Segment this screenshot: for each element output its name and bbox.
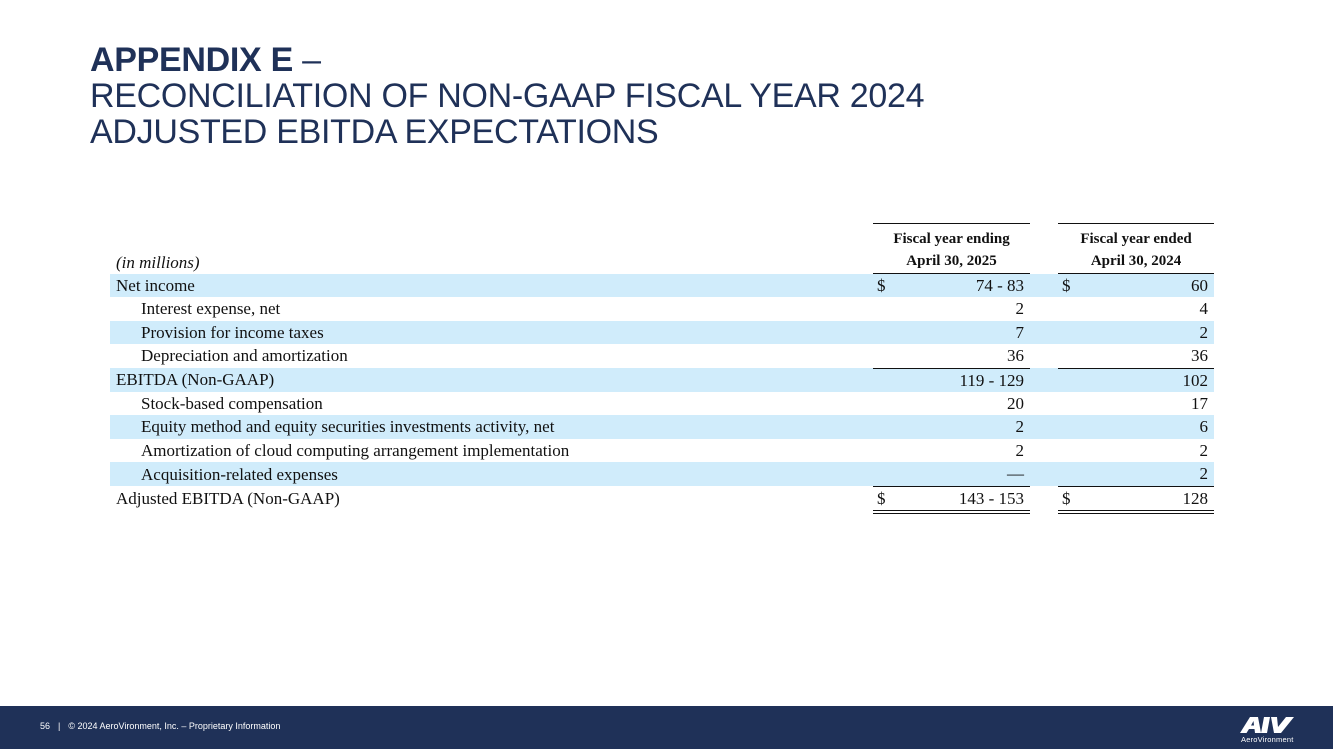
row-pri-value: 6 [1080, 415, 1215, 439]
row-cur-symbol [873, 297, 895, 320]
row-cur-symbol [873, 462, 895, 487]
header-prior-line1: Fiscal year ended [1080, 231, 1192, 247]
row-pri-value: 60 [1080, 274, 1215, 298]
header-prior-line2: April 30, 2024 [1090, 253, 1182, 269]
page-number: 56 [40, 721, 51, 731]
title-appendix: APPENDIX E [90, 41, 293, 79]
title-line-1: APPENDIX E – [90, 42, 1190, 78]
table-row: Equity method and equity securities inve… [110, 415, 1215, 439]
table-row: Net income $ 74 - 83 $ 60 [110, 274, 1215, 298]
row-label: Depreciation and amortization [141, 346, 348, 366]
row-pri-symbol: $ [1058, 274, 1081, 298]
reconciliation-table: (in millions) Fiscal year ending April 30… [110, 223, 1215, 515]
copyright-text: © 2024 AeroVironment, Inc. – Proprietary… [68, 721, 281, 731]
row-cur-value: 119 - 129 [895, 368, 1031, 393]
row-cur-symbol [873, 368, 895, 393]
row-pri-symbol [1058, 297, 1080, 320]
row-label: EBITDA (Non-GAAP) [110, 368, 873, 393]
row-label: Adjusted EBITDA (Non-GAAP) [116, 489, 340, 509]
title-line-2: RECONCILIATION OF NON-GAAP FISCAL YEAR 2… [90, 77, 925, 115]
table-row: Adjusted EBITDA (Non-GAAP) $ 143 - 153 $… [110, 486, 1215, 515]
header-prior-year: Fiscal year ended April 30, 2024 [1058, 223, 1215, 274]
row-pri-value: 2 [1080, 462, 1215, 487]
row-cur-value: — [895, 462, 1031, 487]
row-pri-value: 17 [1191, 394, 1209, 414]
row-pri-symbol: $ [1058, 486, 1081, 515]
table-row: Interest expense, net 2 4 [110, 297, 1214, 320]
row-pri-symbol [1058, 415, 1081, 439]
row-label: Provision for income taxes [110, 320, 873, 345]
row-cur-symbol [873, 392, 895, 415]
header-current-line2: April 30, 2025 [906, 253, 997, 269]
row-label: Interest expense, net [141, 299, 281, 319]
row-cur-value: 74 - 83 [895, 274, 1031, 298]
slide-title: APPENDIX E – RECONCILIATION OF NON-GAAP … [90, 42, 1190, 150]
table-row: EBITDA (Non-GAAP) 119 - 129 102 [110, 368, 1215, 393]
row-pri-symbol [1058, 344, 1081, 369]
header-current-year: Fiscal year ending April 30, 2025 [873, 223, 1031, 274]
row-label: Stock-based compensation [141, 394, 323, 414]
row-cur-value: 7 [895, 320, 1031, 345]
header-current-line1: Fiscal year ending [893, 231, 1010, 247]
title-dash: – [292, 41, 321, 79]
row-label: Net income [110, 274, 873, 298]
row-pri-value: 2 [1080, 320, 1215, 345]
row-cur-symbol [873, 439, 895, 462]
row-pri-symbol [1058, 439, 1080, 462]
row-pri-value: 36 [1080, 344, 1215, 369]
row-cur-value: 20 [1007, 394, 1025, 414]
row-pri-value: 2 [1199, 440, 1209, 460]
footer-text: 56 | © 2024 AeroVironment, Inc. – Propriet… [40, 721, 280, 731]
row-cur-symbol [873, 415, 895, 439]
row-cur-value: 2 [895, 415, 1031, 439]
table-row: Stock-based compensation 20 17 [110, 392, 1214, 415]
footer-bar: 56 | © 2024 AeroVironment, Inc. – Propriet… [0, 706, 1333, 749]
row-label: Equity method and equity securities inve… [110, 415, 873, 439]
row-cur-value: 2 [1015, 299, 1025, 319]
table-row: Depreciation and amortization 36 36 [110, 344, 1215, 369]
table-row: Provision for income taxes 7 2 [110, 320, 1215, 345]
table-row: Acquisition-related expenses — 2 [110, 462, 1215, 487]
row-cur-value: 36 [895, 344, 1031, 369]
row-cur-symbol [873, 320, 895, 345]
row-pri-symbol [1058, 392, 1080, 415]
row-label: Amortization of cloud computing arrangem… [141, 440, 570, 460]
row-cur-symbol: $ [873, 486, 895, 515]
row-pri-value: 4 [1199, 299, 1209, 319]
row-cur-value: 2 [1015, 440, 1025, 460]
row-pri-symbol [1058, 320, 1081, 345]
table-header: (in millions) Fiscal year ending April 30… [110, 223, 1215, 274]
table-row: Amortization of cloud computing arrangem… [110, 439, 1214, 462]
row-cur-value: 143 - 153 [895, 486, 1031, 515]
title-line-3: ADJUSTED EBITDA EXPECTATIONS [90, 113, 659, 151]
row-cur-symbol [873, 344, 895, 369]
row-cur-symbol: $ [873, 274, 895, 298]
row-label: Acquisition-related expenses [110, 462, 873, 487]
aerovironment-logo-icon [1240, 717, 1294, 733]
row-pri-symbol [1058, 368, 1081, 393]
unit-label: (in millions) [116, 253, 200, 272]
footer-separator: | [58, 721, 61, 731]
row-pri-value: 102 [1080, 368, 1215, 393]
row-pri-value: 128 [1080, 486, 1215, 515]
logo-subtext: AeroVironment [1241, 735, 1294, 744]
row-pri-symbol [1058, 462, 1081, 487]
